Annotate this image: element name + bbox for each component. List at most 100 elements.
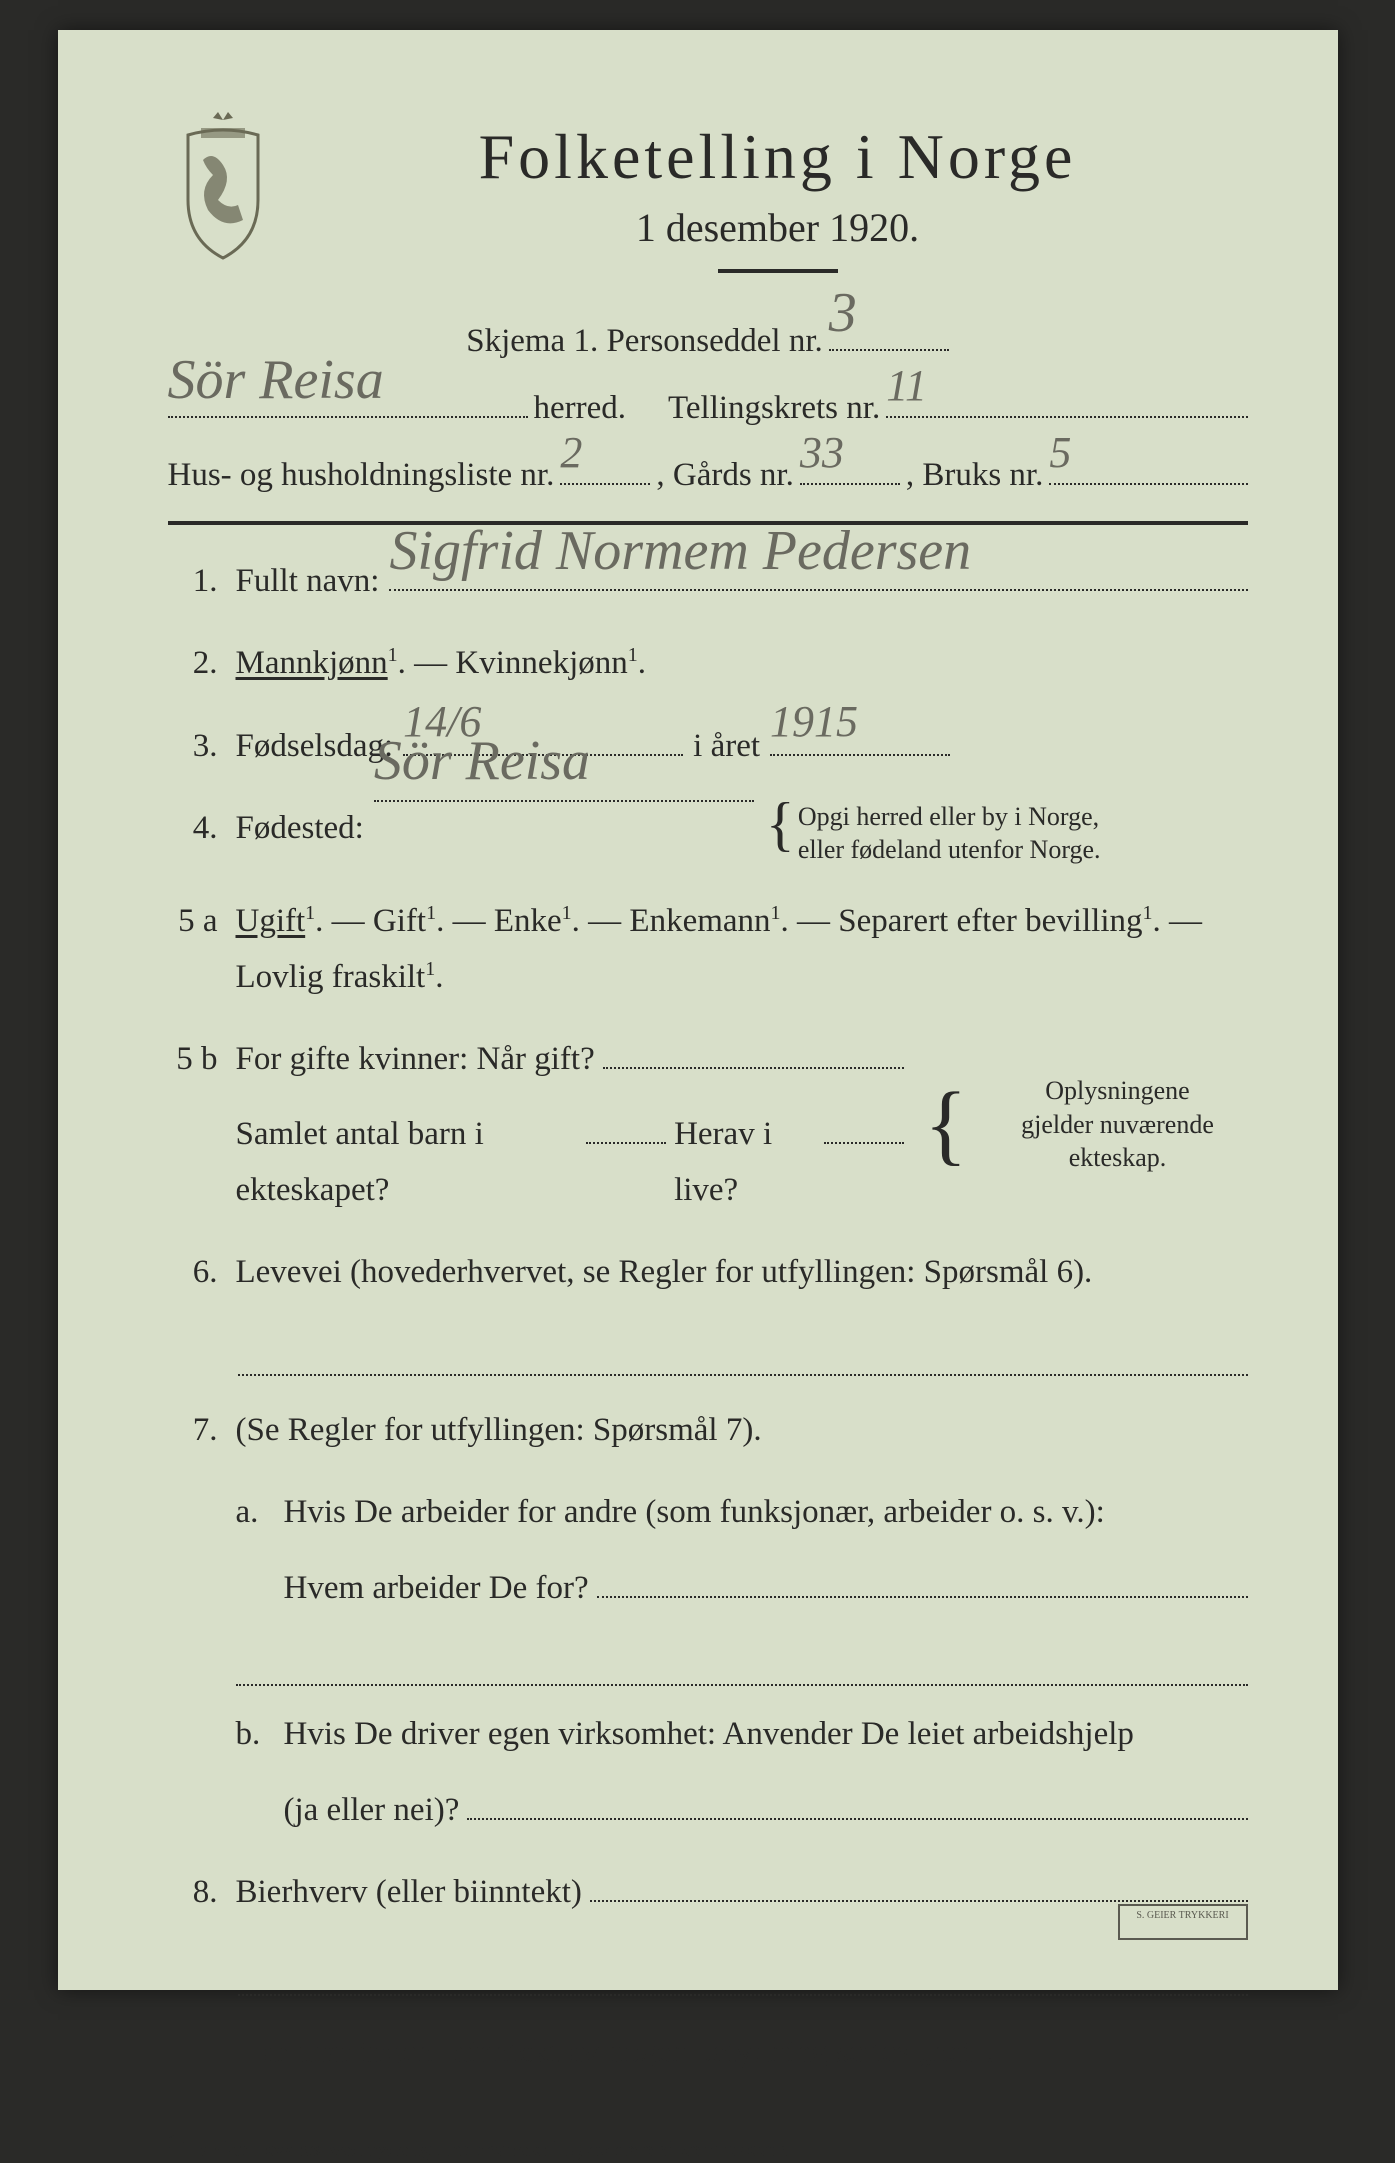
gards-nr-value: 33 — [800, 418, 844, 488]
footnote-sup: 1 — [168, 2131, 178, 2153]
census-form-page: Folketelling i Norge 1 desember 1920. Sk… — [58, 30, 1338, 1990]
header-row: Folketelling i Norge 1 desember 1920. — [168, 110, 1248, 301]
printer-stamp: S. GEIER TRYKKERI — [1118, 1904, 1248, 1940]
q1-label: Fullt navn: — [236, 553, 380, 609]
closing-text: Har man ingen biinntekt av nogen betydni… — [238, 2026, 995, 2079]
q5a-row: 5 a Ugift1. — Gift1. — Enke1. — Enkemann… — [168, 893, 1248, 1005]
q6-num: 6. — [168, 1244, 218, 1300]
q5b-note2: gjelder nuværende — [1021, 1110, 1214, 1139]
q5a-separert: Separert efter bevilling — [838, 903, 1142, 939]
form-subtitle: 1 desember 1920. — [308, 204, 1248, 251]
q4-label: Fødested: — [236, 800, 364, 856]
q4-num: 4. — [168, 800, 218, 856]
gards-label: , Gårds nr. — [656, 449, 793, 502]
q5a-ugift: Ugift — [236, 903, 306, 939]
q4-value: Sör Reisa — [374, 714, 590, 809]
q7b-line2: (ja eller nei)? — [284, 1782, 460, 1838]
q5b-note1: Oplysningene — [1045, 1076, 1189, 1105]
q2-row: 2. Mannkjønn1. — Kvinnekjønn1. — [168, 635, 1248, 691]
q8-label: Bierhverv (eller biinntekt) — [236, 1864, 582, 1920]
q2-sup2: 1 — [628, 644, 638, 666]
q7-num: 7. — [168, 1402, 218, 1458]
herred-value: Sör Reisa — [168, 336, 384, 426]
skjema-label: Skjema 1. Personseddel nr. — [466, 315, 823, 368]
q5b-line1-field — [603, 1067, 905, 1069]
hus-nr-field: 2 — [560, 483, 650, 485]
q3-row: 3. Fødselsdag: 14/6 i året 1915 — [168, 718, 1248, 774]
form-title: Folketelling i Norge — [308, 120, 1248, 194]
bruks-nr-field: 5 — [1049, 483, 1247, 485]
q4-note-line2: eller fødeland utenfor Norge. — [798, 835, 1101, 864]
skjema-nr-value: 3 — [829, 269, 857, 359]
title-divider — [718, 269, 838, 273]
q3-i-aret: i året — [693, 718, 760, 774]
q3-year-field: 1915 — [770, 754, 950, 756]
q5a-enkemann: Enkemann — [629, 903, 770, 939]
q5b-num: 5 b — [168, 1031, 218, 1087]
title-block: Folketelling i Norge 1 desember 1920. — [308, 110, 1248, 301]
q2-sup1: 1 — [388, 644, 398, 666]
q5b-line2-mid: Herav i live? — [674, 1106, 816, 1218]
q1-value: Sigfrid Normem Pedersen — [389, 504, 971, 599]
gards-nr-field: 33 — [800, 483, 900, 485]
q4-row: 4. Fødested: Sör Reisa Opgi herred eller… — [168, 800, 1248, 868]
hus-line: Hus- og husholdningsliste nr. 2 , Gårds … — [168, 449, 1248, 502]
closing-line: Har man ingen biinntekt av nogen betydni… — [238, 2026, 1248, 2079]
footnote: 1 Her kan svares ved tydelig understrekn… — [168, 2119, 1248, 2162]
coat-of-arms-icon — [168, 110, 278, 260]
q5a-num: 5 a — [168, 893, 218, 949]
q5a-enke: Enke — [494, 903, 562, 939]
q5b-row: 5 b For gifte kvinner: Når gift? Samlet … — [168, 1031, 1248, 1217]
q7a-blank — [236, 1636, 1248, 1686]
q8-num: 8. — [168, 1864, 218, 1920]
q8-row: 8. Bierhverv (eller biinntekt) — [168, 1864, 1248, 1920]
q3-label: Fødselsdag: — [236, 718, 394, 774]
q2-num: 2. — [168, 635, 218, 691]
q5b-line2-field2 — [824, 1142, 904, 1144]
q2-kvinne: Kvinnekjønn — [455, 645, 627, 681]
bruks-label: , Bruks nr. — [906, 449, 1044, 502]
q7b-label: b. — [236, 1706, 266, 1838]
brace-icon: { — [924, 1089, 967, 1161]
q5b-line1-label: For gifte kvinner: Når gift? — [236, 1031, 595, 1087]
tellingskrets-value: 11 — [886, 351, 927, 421]
q3-year-value: 1915 — [770, 685, 858, 760]
q7-intro: (Se Regler for utfyllingen: Spørsmål 7). — [236, 1402, 1248, 1458]
q4-note-line1: Opgi herred eller by i Norge, — [798, 802, 1099, 831]
q5b-line2-label: Samlet antal barn i ekteskapet? — [236, 1106, 579, 1218]
footnote-text: Her kan svares ved tydelig understreknin… — [183, 2137, 788, 2162]
q7b-field — [467, 1818, 1247, 1820]
hus-label: Hus- og husholdningsliste nr. — [168, 449, 555, 502]
q7a-line2: Hvem arbeider De for? — [284, 1560, 589, 1616]
q2-mann: Mannkjønn — [236, 645, 388, 681]
q2-dash: — — [414, 645, 455, 681]
crest-svg — [168, 110, 278, 260]
q1-field: Sigfrid Normem Pedersen — [389, 589, 1247, 591]
q7a-field — [597, 1596, 1248, 1598]
q8-field — [590, 1900, 1248, 1902]
q5b-line2-field1 — [586, 1142, 666, 1144]
q5b-note3: ekteskap. — [1069, 1143, 1166, 1172]
q6-label: Levevei (hovederhvervet, se Regler for u… — [236, 1244, 1248, 1300]
q5a-gift: Gift — [373, 903, 426, 939]
q7-row: 7. (Se Regler for utfyllingen: Spørsmål … — [168, 1402, 1248, 1838]
q1-num: 1. — [168, 553, 218, 609]
tellingskrets-label: Tellingskrets nr. — [668, 382, 880, 435]
herred-line: Sör Reisa herred. Tellingskrets nr. 11 — [168, 382, 1248, 435]
stamp-text: S. GEIER TRYKKERI — [1136, 1910, 1228, 1921]
bruks-nr-value: 5 — [1049, 418, 1071, 488]
q7a-line1: Hvis De arbeider for andre (som funksjon… — [284, 1484, 1248, 1540]
q6-row: 6. Levevei (hovederhvervet, se Regler fo… — [168, 1244, 1248, 1300]
hus-nr-value: 2 — [560, 418, 582, 488]
q1-row: 1. Fullt navn: Sigfrid Normem Pedersen — [168, 553, 1248, 609]
q8-blank — [238, 1946, 1248, 1996]
q7b-line1: Hvis De driver egen virksomhet: Anvender… — [284, 1706, 1248, 1762]
herred-field: Sör Reisa — [168, 416, 528, 418]
q7a-label: a. — [236, 1484, 266, 1616]
q5a-lovlig: Lovlig fraskilt — [236, 959, 426, 995]
q4-note: Opgi herred eller by i Norge, eller føde… — [774, 800, 1101, 868]
q6-blank — [238, 1326, 1248, 1376]
q5b-note: Oplysningene gjelder nuværende ekteskap. — [988, 1074, 1248, 1175]
q3-num: 3. — [168, 718, 218, 774]
q4-field: Sör Reisa — [374, 800, 754, 802]
